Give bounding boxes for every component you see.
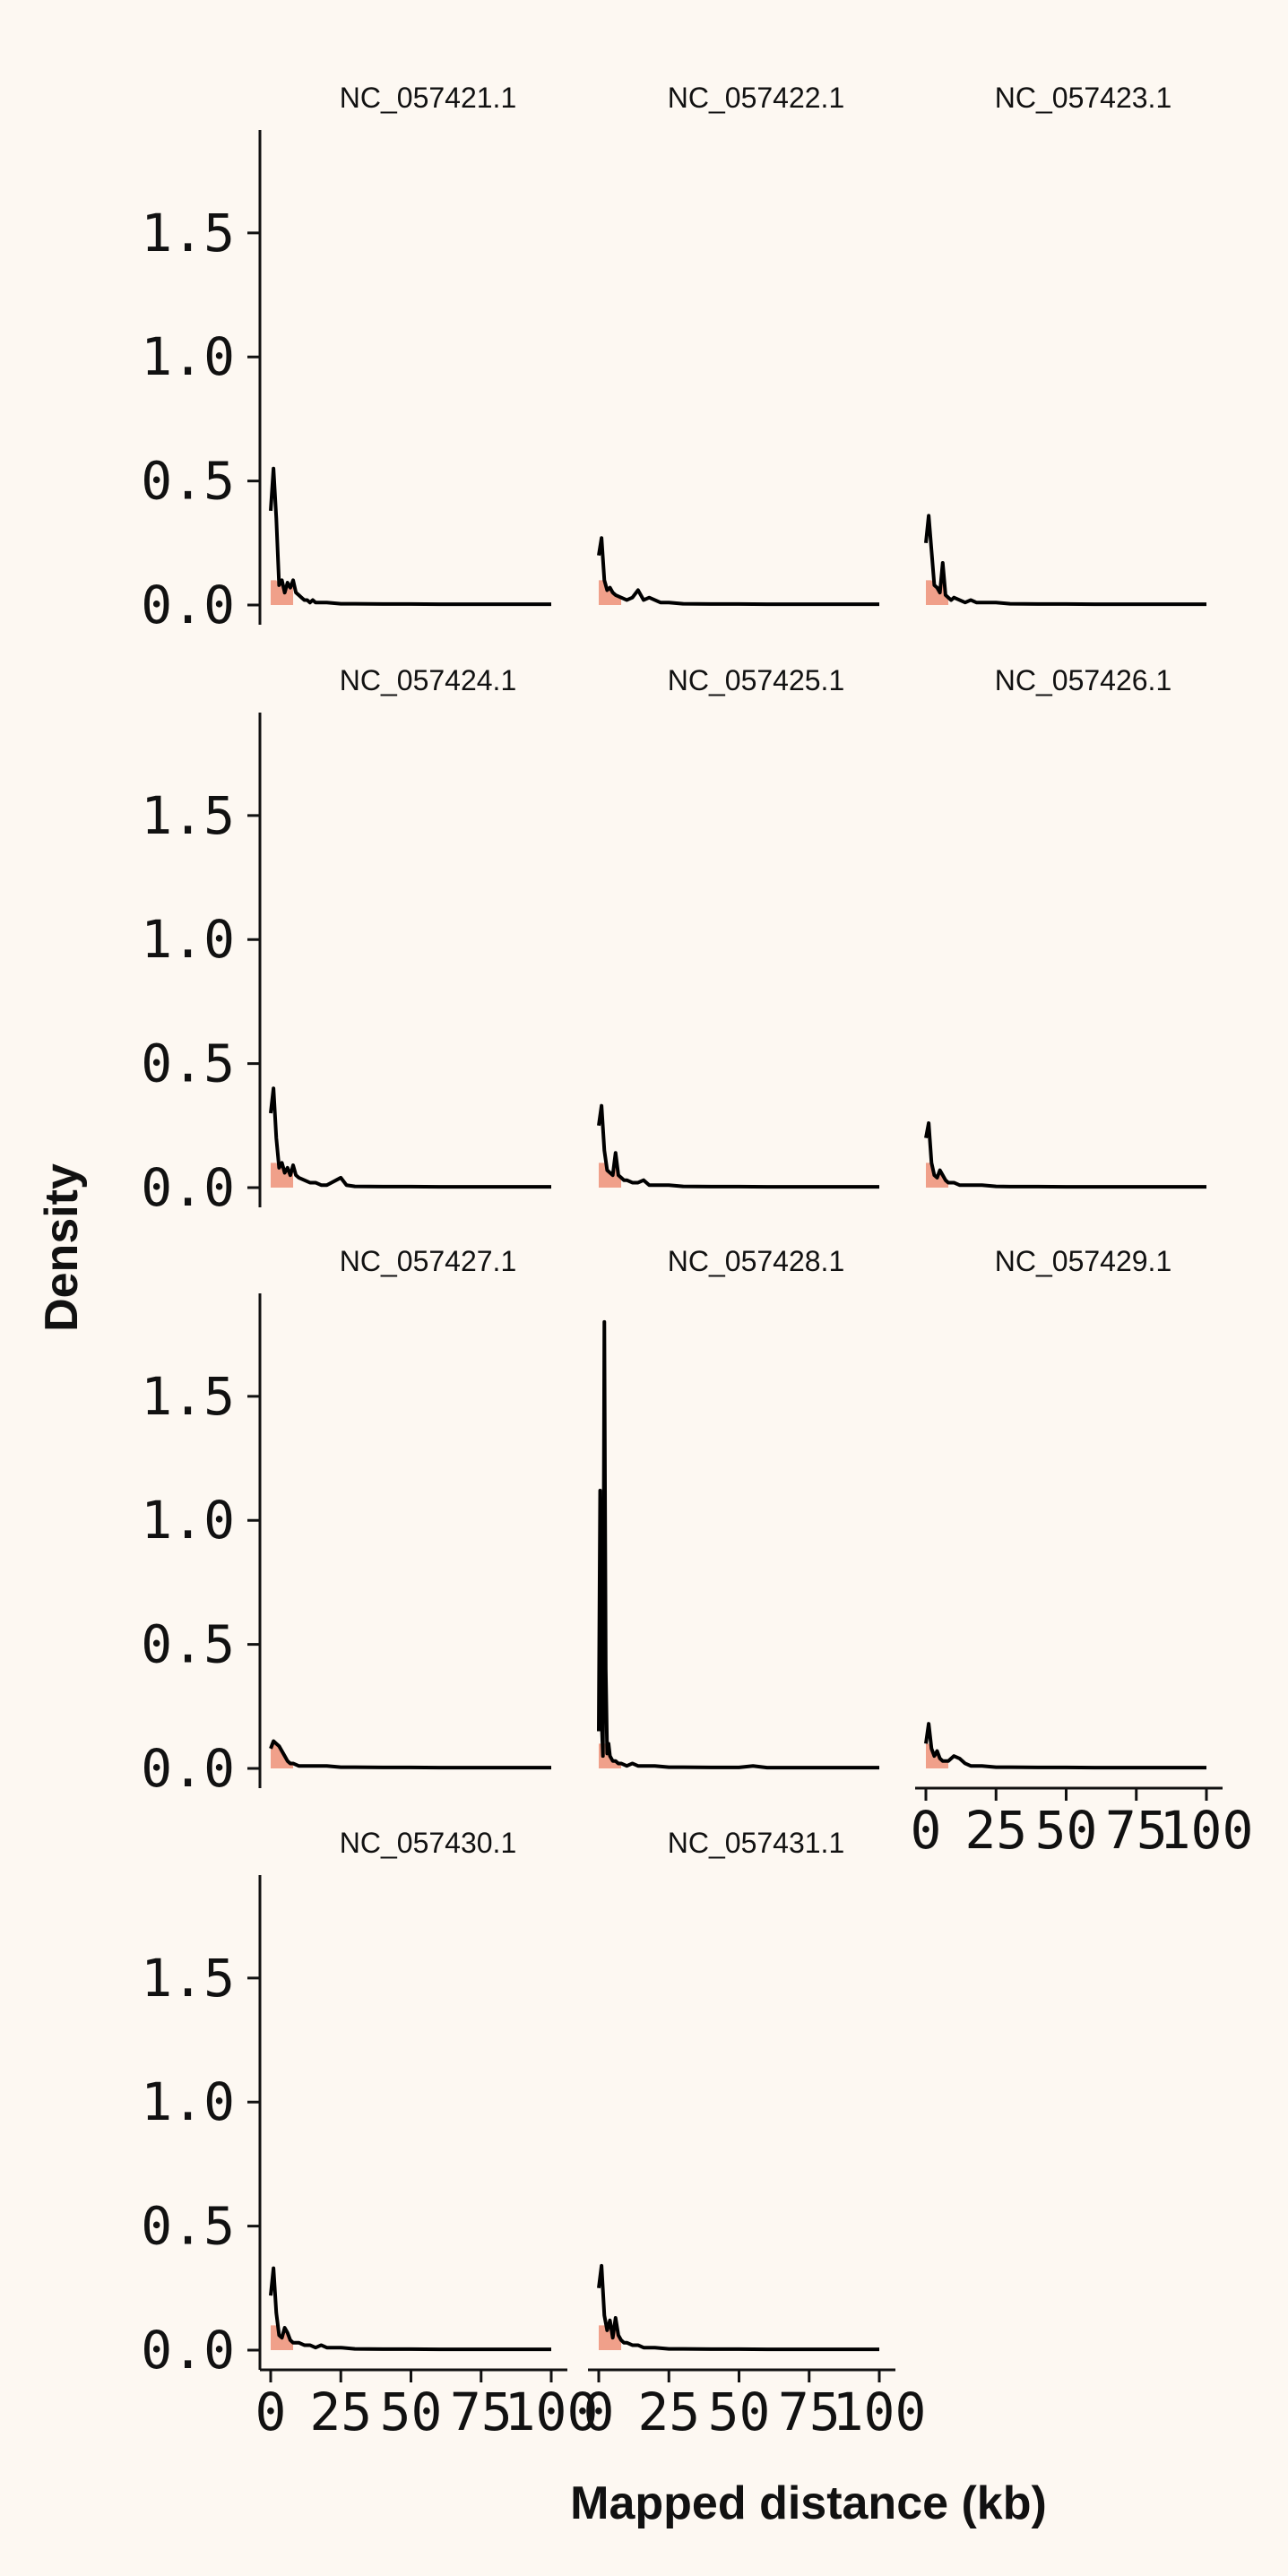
panel-NC_057426.1: NC_057426.1 xyxy=(924,664,1206,1189)
x-tick-label: 100 xyxy=(833,2382,927,2442)
panel-title: NC_057423.1 xyxy=(995,82,1171,114)
density-fill xyxy=(599,1163,622,1188)
y-tick-label: 0.5 xyxy=(141,2196,235,2257)
y-tick-label: 0.5 xyxy=(141,1614,235,1675)
x-tick-label: 0 xyxy=(911,1800,942,1861)
x-tick-label: 100 xyxy=(505,2382,599,2442)
y-tick-label: 1.0 xyxy=(141,2071,235,2132)
panel-title: NC_057428.1 xyxy=(668,1245,844,1277)
y-axis-label: Density xyxy=(36,1163,88,1332)
density-line xyxy=(924,514,1206,607)
panel-title: NC_057422.1 xyxy=(668,82,844,114)
density-line xyxy=(269,466,551,607)
x-tick-label: 75 xyxy=(1105,1800,1168,1861)
y-tick-label: 1.0 xyxy=(141,1490,235,1551)
x-tick-label: 50 xyxy=(708,2382,771,2442)
y-tick-label: 0.0 xyxy=(141,1157,235,1218)
x-tick-label: 50 xyxy=(1035,1800,1098,1861)
density-line xyxy=(924,1722,1206,1770)
density-line xyxy=(269,2266,551,2352)
x-tick-label: 25 xyxy=(964,1800,1027,1861)
y-tick-label: 0.0 xyxy=(141,2320,235,2381)
y-tick-label: 0.0 xyxy=(141,1738,235,1799)
panel-NC_057425.1: NC_057425.1 xyxy=(597,664,879,1189)
y-tick-label: 0.5 xyxy=(141,451,235,512)
density-line xyxy=(597,2263,879,2352)
panel-title: NC_057430.1 xyxy=(340,1827,516,1859)
panel-NC_057421.1: NC_057421.1 0.0 0.5 1.0 1.5 xyxy=(141,82,551,635)
panel-NC_057427.1: NC_057427.1 0.0 0.5 1.0 1.5 xyxy=(141,1245,551,1799)
y-tick-label: 1.5 xyxy=(141,203,235,264)
y-tick-label: 1.5 xyxy=(141,1948,235,2009)
x-axis-label: Mapped distance (kb) xyxy=(570,2477,1047,2529)
panel-title: NC_057421.1 xyxy=(340,82,516,114)
y-tick-label: 1.0 xyxy=(141,909,235,970)
density-line xyxy=(597,1103,879,1189)
x-tick-label: 100 xyxy=(1160,1800,1254,1861)
y-tick-label: 0.5 xyxy=(141,1033,235,1094)
x-tick-label: 50 xyxy=(380,2382,443,2442)
panels-group: NC_057421.1 0.0 0.5 1.0 1.5 NC_057422.1 NC_057… xyxy=(141,82,1253,2442)
x-tick-label: 0 xyxy=(583,2382,615,2442)
density-line xyxy=(924,1121,1206,1189)
panel-NC_057423.1: NC_057423.1 xyxy=(924,82,1206,607)
x-tick-label: 0 xyxy=(255,2382,287,2442)
x-tick-label: 75 xyxy=(778,2382,841,2442)
panel-title: NC_057429.1 xyxy=(995,1245,1171,1277)
y-tick-label: 1.5 xyxy=(141,1366,235,1427)
x-tick-label: 25 xyxy=(309,2382,372,2442)
panel-title: NC_057431.1 xyxy=(668,1827,844,1859)
panel-title: NC_057424.1 xyxy=(340,664,516,696)
panel-NC_057424.1: NC_057424.1 0.0 0.5 1.0 1.5 xyxy=(141,664,551,1218)
panel-title: NC_057427.1 xyxy=(340,1245,516,1277)
panel-title: NC_057426.1 xyxy=(995,664,1171,696)
x-tick-label: 25 xyxy=(637,2382,700,2442)
x-tick-label: 75 xyxy=(450,2382,513,2442)
density-line xyxy=(597,1319,879,1770)
density-fill xyxy=(599,2325,622,2350)
panel-NC_057428.1: NC_057428.1 xyxy=(597,1245,879,1770)
density-line xyxy=(269,1739,551,1770)
density-fill xyxy=(926,580,949,605)
panel-NC_057422.1: NC_057422.1 xyxy=(597,82,879,607)
panel-title: NC_057425.1 xyxy=(668,664,844,696)
density-line xyxy=(597,536,879,607)
density-line xyxy=(269,1086,551,1189)
y-tick-label: 1.5 xyxy=(141,785,235,846)
y-tick-label: 1.0 xyxy=(141,326,235,387)
y-tick-label: 0.0 xyxy=(141,575,235,635)
